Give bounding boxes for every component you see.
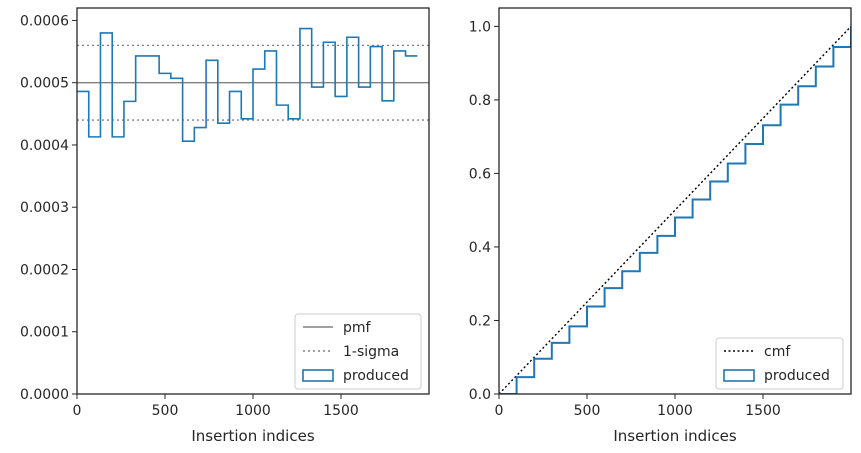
legend-produced-swatch: [302, 369, 334, 382]
pmf-chart-panel: 0 500 1000 1500 0.0000 0.0001 0.0002 0.0003 0.00…: [20, 7, 430, 445]
y-tick-label: 0.0005: [20, 76, 69, 92]
y-tick-label: 0.0001: [20, 325, 69, 341]
x-axis-label: Insertion indices: [613, 427, 736, 445]
y-tick-label: 0.2: [469, 313, 491, 329]
y-tick-label: 0.8: [469, 93, 491, 109]
x-tick-label: 1000: [235, 403, 271, 419]
y-tick-label: 0.0000: [20, 387, 69, 403]
legend-cmf-label: cmf: [764, 344, 791, 360]
legend-pmf-label: pmf: [343, 320, 372, 336]
produced-histogram-step: [77, 27, 418, 143]
x-tick-label: 0: [495, 403, 504, 419]
cmf-chart-panel: 0 500 1000 1500 0.0 0.2 0.4 0.6 0.8 1.0 Insertion …: [469, 7, 852, 445]
y-tick-label: 0.0: [469, 387, 491, 403]
axes-frame: [76, 7, 430, 395]
legend-1-sigma-label: 1-sigma: [343, 344, 399, 360]
produced-cumulative-step: [499, 26, 851, 394]
legend-produced-label: produced: [343, 368, 409, 384]
y-tick-label: 0.0006: [20, 13, 69, 29]
x-tick-label: 500: [152, 403, 179, 419]
y-tick-label: 0.6: [469, 166, 491, 182]
y-tick-label: 0.0002: [20, 262, 69, 278]
y-tick-label: 0.0003: [20, 200, 69, 216]
x-axis-label: Insertion indices: [191, 427, 314, 445]
legend-produced-label: produced: [764, 368, 830, 384]
cmf-line: [499, 25, 851, 394]
x-tick-label: 1000: [657, 403, 693, 419]
y-tick-label: 0.0004: [20, 138, 69, 154]
y-tick-label: 0.4: [469, 240, 491, 256]
x-tick-label: 500: [574, 403, 601, 419]
legend-produced-swatch: [723, 369, 755, 382]
x-tick-label: 0: [73, 403, 82, 419]
y-tick-label: 1.0: [469, 19, 491, 35]
plot-area: [77, 27, 429, 143]
legend: cmf produced: [715, 337, 844, 390]
plot-area: [499, 25, 851, 394]
legend: pmf 1-sigma produced: [294, 313, 422, 390]
axes-frame: [498, 7, 852, 395]
x-tick-label: 1500: [745, 403, 781, 419]
x-tick-label: 1500: [323, 403, 359, 419]
